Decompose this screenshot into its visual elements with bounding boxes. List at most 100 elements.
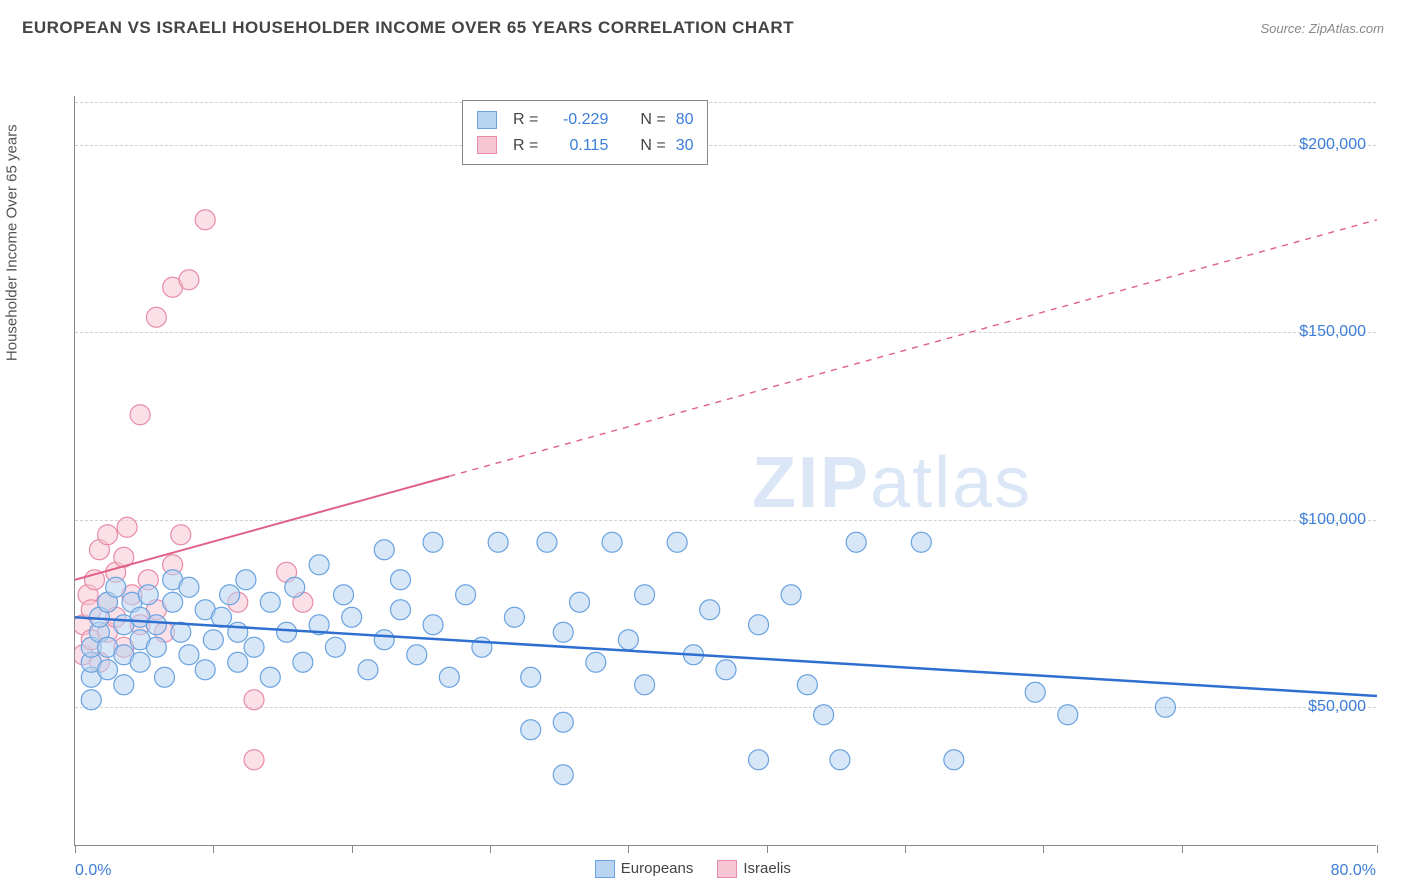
europeans-point (163, 570, 183, 590)
europeans-point (635, 675, 655, 695)
europeans-point (277, 622, 297, 642)
europeans-point (521, 720, 541, 740)
trend-line (75, 617, 1377, 696)
stats-legend-row: R =-0.229N =80 (477, 107, 693, 133)
y-axis-label: Householder Income Over 65 years (4, 124, 21, 361)
europeans-point (911, 532, 931, 552)
europeans-point (586, 652, 606, 672)
europeans-point (130, 607, 150, 627)
europeans-point (374, 540, 394, 560)
plot-area: $50,000$100,000$150,000$200,0000.0%80.0%… (74, 96, 1376, 846)
europeans-point (570, 592, 590, 612)
x-tick (352, 845, 353, 853)
x-tick (1377, 845, 1378, 853)
europeans-point (749, 615, 769, 635)
europeans-point (602, 532, 622, 552)
legend-item: Europeans (595, 860, 694, 878)
europeans-point (521, 667, 541, 687)
y-tick-label: $50,000 (1308, 698, 1366, 716)
source-label: Source: (1260, 21, 1308, 36)
europeans-point (146, 637, 166, 657)
israelis-point (114, 547, 134, 567)
israelis-point (163, 555, 183, 575)
europeans-point (195, 660, 215, 680)
europeans-point (98, 660, 118, 680)
israelis-point (81, 630, 101, 650)
stats-legend-row: R =0.115N =30 (477, 133, 693, 159)
x-tick (490, 845, 491, 853)
europeans-point (456, 585, 476, 605)
europeans-point (797, 675, 817, 695)
europeans-point (260, 592, 280, 612)
israelis-point (179, 270, 199, 290)
stat-r-label: R = (513, 107, 538, 133)
europeans-point (220, 585, 240, 605)
europeans-point (81, 637, 101, 657)
europeans-point (114, 675, 134, 695)
israelis-point (155, 622, 175, 642)
europeans-point (472, 637, 492, 657)
gridline (75, 520, 1376, 521)
israelis-point (98, 622, 118, 642)
europeans-point (342, 607, 362, 627)
trend-line (75, 476, 449, 580)
europeans-point (98, 637, 118, 657)
europeans-point (423, 615, 443, 635)
europeans-point (830, 750, 850, 770)
israelis-point (106, 562, 126, 582)
israelis-point (75, 615, 93, 635)
europeans-point (106, 577, 126, 597)
israelis-point (138, 570, 158, 590)
stat-r-value: 0.115 (548, 133, 608, 159)
europeans-point (700, 600, 720, 620)
legend-swatch (595, 860, 615, 878)
israelis-point (122, 585, 142, 605)
europeans-point (89, 622, 109, 642)
europeans-point (146, 615, 166, 635)
europeans-point (114, 645, 134, 665)
stat-n-value: 80 (676, 107, 694, 133)
europeans-point (846, 532, 866, 552)
israelis-point (293, 592, 313, 612)
europeans-point (138, 585, 158, 605)
x-tick (767, 845, 768, 853)
x-tick (75, 845, 76, 853)
israelis-point (228, 592, 248, 612)
series-legend: EuropeansIsraelis (595, 860, 791, 878)
europeans-point (439, 667, 459, 687)
stat-n-label: N = (640, 107, 665, 133)
europeans-point (244, 637, 264, 657)
europeans-point (163, 592, 183, 612)
europeans-point (89, 607, 109, 627)
europeans-point (130, 652, 150, 672)
europeans-point (228, 652, 248, 672)
israelis-point (146, 307, 166, 327)
x-tick (1182, 845, 1183, 853)
israelis-point (75, 645, 93, 665)
gridline (75, 707, 1376, 708)
israelis-point (130, 615, 150, 635)
europeans-point (195, 600, 215, 620)
israelis-point (130, 405, 150, 425)
europeans-point (334, 585, 354, 605)
israelis-point (89, 652, 109, 672)
europeans-point (228, 622, 248, 642)
europeans-point (98, 592, 118, 612)
x-max-label: 80.0% (1331, 862, 1376, 880)
europeans-point (635, 585, 655, 605)
europeans-point (781, 585, 801, 605)
trend-line-dashed (449, 220, 1377, 477)
chart-source: Source: ZipAtlas.com (1260, 21, 1384, 36)
stat-n-label: N = (640, 133, 665, 159)
israelis-point (146, 600, 166, 620)
israelis-point (98, 525, 118, 545)
europeans-point (293, 652, 313, 672)
europeans-point (716, 660, 736, 680)
israelis-point (106, 607, 126, 627)
gridline (75, 332, 1376, 333)
scatter-overlay (75, 96, 1377, 846)
israelis-point (163, 277, 183, 297)
watermark: ZIPatlas (752, 442, 1032, 524)
europeans-point (260, 667, 280, 687)
chart-container: Householder Income Over 65 years$50,000$… (22, 46, 1384, 888)
